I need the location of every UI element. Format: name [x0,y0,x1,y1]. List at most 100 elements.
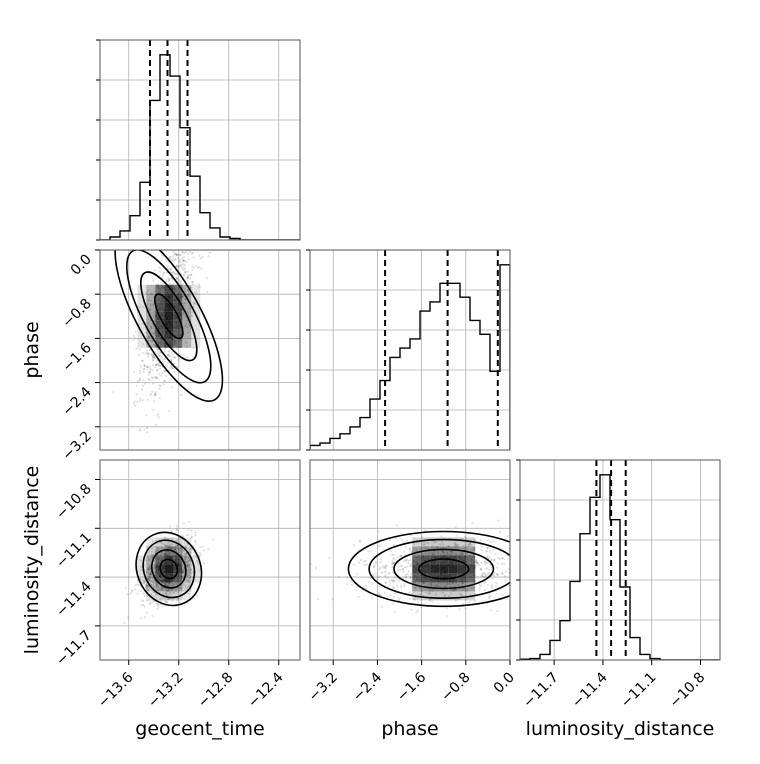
scatter-point [141,359,144,362]
scatter-point [482,574,485,578]
scatter-point [483,581,486,584]
scatter-point [187,528,190,531]
scatter-point [135,393,138,396]
scatter-point [385,581,388,584]
scatter-point [152,382,155,385]
scatter-point [489,566,493,569]
scatter-point [178,253,181,257]
scatter-point [484,567,487,570]
scatter-point [183,267,186,270]
scatter-point [514,536,516,538]
scatter-point [380,605,383,608]
scatter-point [188,324,191,328]
scatter-point [167,552,170,555]
scatter-point [183,552,186,555]
scatter-point [150,353,153,356]
scatter-point [138,354,141,357]
scatter-point [488,550,492,553]
scatter-point [163,552,166,555]
scatter-point [170,386,173,389]
scatter-point [464,587,467,591]
scatter-point [503,562,506,565]
scatter-point [147,573,151,576]
scatter-point [450,589,453,592]
contour-level-2 [125,250,212,384]
scatter-point [428,592,431,595]
scatter-point [160,588,163,591]
scatter-point [373,565,376,568]
scatter-point [511,559,513,561]
scatter-point [152,355,155,358]
density-cell [191,302,201,312]
scatter-point [514,561,516,563]
scatter-point [157,588,160,592]
scatter-point [391,559,395,562]
scatter-point [154,365,157,369]
density-cell [164,338,174,348]
scatter-point [173,370,176,373]
scatter-point [409,575,412,579]
scatter-point [139,427,142,431]
scatter-point [161,360,164,363]
scatter-point [476,561,479,564]
scatter-point [143,580,146,583]
scatter-point [397,599,400,602]
scatter-point [148,335,151,338]
scatter-point [188,581,191,584]
scatter-point [165,592,168,595]
scatter-point [186,277,189,280]
scatter-point [142,370,145,373]
scatter-point [168,255,171,258]
scatter-point [468,541,472,545]
scatter-point [143,605,146,608]
scatter-point [374,561,377,564]
scatter-point [390,578,394,582]
scatter-point [460,593,463,596]
scatter-point [401,567,404,571]
scatter-point [161,460,163,462]
density-cell [457,591,467,601]
scatter-point [411,585,414,588]
scatter-point [491,577,494,581]
panel-frame-0-0 [99,39,301,241]
scatter-point [376,577,379,580]
scatter-point [472,548,475,551]
scatter-point [514,595,516,597]
scatter-point [164,348,167,351]
panel-frame-2-2 [519,459,721,661]
scatter-point [186,275,190,278]
scatter-point [186,564,189,567]
scatter-point [164,550,168,553]
scatter-point [180,547,183,550]
scatter-point [211,538,214,541]
scatter-point [175,582,178,586]
contour-level-0 [153,293,184,340]
scatter-point [152,585,155,588]
density-cell [412,546,422,556]
scatter-point [161,551,164,554]
scatter-point [149,576,152,579]
scatter-point [187,276,190,279]
scatter-point [186,543,189,546]
density-cell [173,329,183,339]
scatter-point [179,280,182,283]
scatter-point [183,251,186,255]
scatter-point [187,243,189,245]
scatter-point [374,563,377,566]
scatter-point [178,247,180,249]
scatter-point [182,302,185,305]
scatter-point [199,546,202,549]
scatter-point [190,547,193,550]
scatter-point [482,599,485,602]
scatter-point [151,303,155,306]
scatter-point [486,584,489,587]
scatter-point [188,291,191,294]
scatter-point [158,384,161,387]
scatter-point [148,371,152,374]
scatter-point [138,379,141,382]
scatter-point [360,558,363,562]
scatter-point [157,412,160,415]
scatter-point [133,402,136,405]
scatter-point [152,400,156,403]
scatter-point [513,572,515,574]
